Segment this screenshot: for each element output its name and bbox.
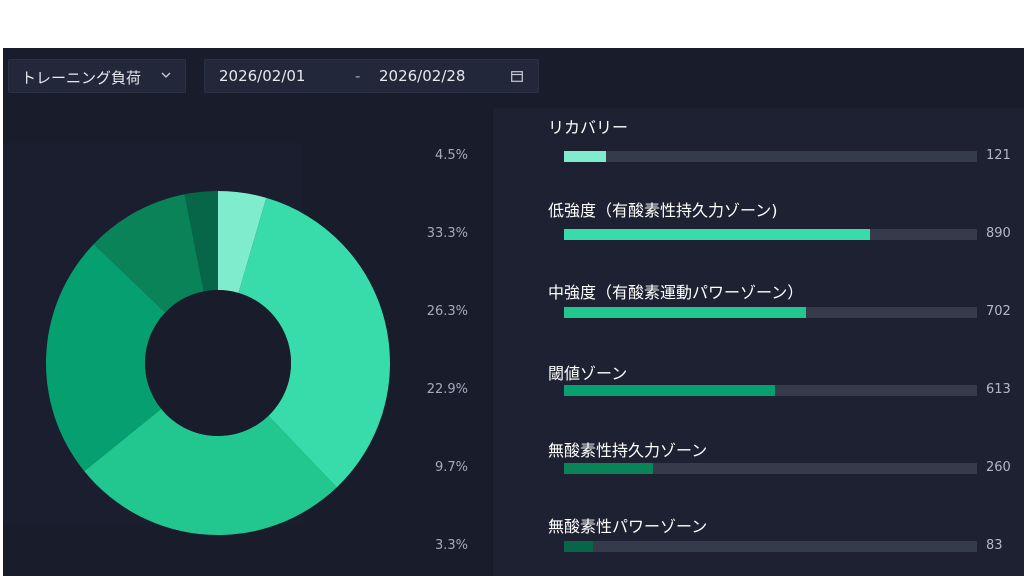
zone-bar-track [564,307,977,318]
zone-bar-track [564,151,977,162]
date-range-picker[interactable]: 2026/02/01 - 2026/02/28 [204,59,539,93]
zone-label: 閾値ゾーン [548,364,628,383]
donut-slice[interactable] [93,194,204,313]
zone-value-label: 83 [986,538,1003,553]
zone-bar-track [564,385,977,396]
donut-chart [45,191,390,535]
background-ghost [493,108,1024,576]
zone-bar-fill [564,541,593,552]
zone-label: リカバリー [548,118,629,137]
zone-bar-fill [564,307,806,318]
zone-bar-track [564,463,977,474]
calendar-icon[interactable] [511,70,523,82]
percent-label: 33.3% [426,226,468,241]
metric-select[interactable]: トレーニング負荷 [8,59,186,93]
zone-bar-fill [564,229,871,240]
percent-label: 4.5% [434,148,468,163]
date-start[interactable]: 2026/02/01 [219,67,306,85]
zone-bar-track [564,229,977,240]
zone-value-label: 702 [986,304,1011,319]
zone-bar-fill [564,463,654,474]
zone-value-label: 121 [986,148,1011,163]
donut-slice[interactable] [184,191,218,292]
zone-bar-fill [564,151,606,162]
date-separator: - [355,67,361,85]
zone-label: 無酸素性パワーゾーン [548,517,708,536]
donut-hole [145,290,291,436]
donut-slice[interactable] [218,191,267,293]
metric-select-label: トレーニング負荷 [21,69,142,87]
percent-label: 9.7% [434,460,468,475]
zone-label: 中強度（有酸素運動パワーゾーン） [548,283,804,302]
zone-value-label: 613 [986,382,1011,397]
zone-label: 低強度（有酸素性持久力ゾーン) [548,201,778,220]
zone-bar-fill [564,385,775,396]
zone-label: 無酸素性持久力ゾーン [548,441,708,460]
percent-label: 3.3% [434,538,468,553]
percent-label: 22.9% [426,382,468,397]
donut-slice[interactable] [84,408,337,535]
chevron-down-icon [161,72,171,78]
donut-slice[interactable] [238,197,390,488]
donut-slice[interactable] [45,244,166,472]
zone-bar-track [564,541,977,552]
zone-value-label: 890 [986,226,1011,241]
date-end[interactable]: 2026/02/28 [379,67,466,85]
zone-value-label: 260 [986,460,1011,475]
training-load-panel: トレーニング負荷 2026/02/01 - 2026/02/28 4.5% 33.… [3,48,1024,576]
percent-label: 26.3% [426,304,468,319]
